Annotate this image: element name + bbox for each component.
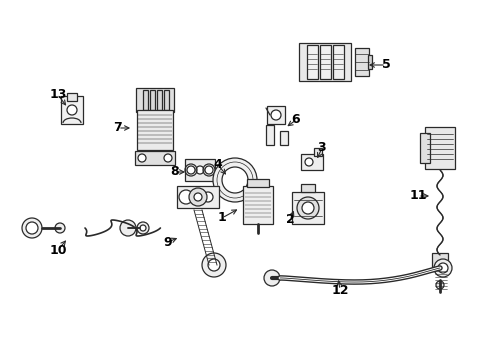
Bar xyxy=(137,110,173,150)
Circle shape xyxy=(67,105,77,115)
Text: 10: 10 xyxy=(49,243,67,256)
Bar xyxy=(136,88,174,112)
Bar xyxy=(67,93,77,101)
Bar xyxy=(142,90,147,110)
Text: 13: 13 xyxy=(49,89,66,102)
Circle shape xyxy=(222,167,247,193)
Bar xyxy=(246,179,268,187)
Circle shape xyxy=(433,259,451,277)
Circle shape xyxy=(435,281,443,289)
Bar xyxy=(184,159,215,181)
Bar xyxy=(156,90,161,110)
Circle shape xyxy=(207,259,220,271)
Circle shape xyxy=(204,166,213,174)
Text: 8: 8 xyxy=(170,166,179,179)
Text: 12: 12 xyxy=(330,284,348,297)
Text: 1: 1 xyxy=(217,211,226,225)
Circle shape xyxy=(22,218,42,238)
Bar xyxy=(419,133,429,163)
Bar xyxy=(332,45,343,79)
Text: 7: 7 xyxy=(113,121,122,135)
Bar xyxy=(431,253,447,271)
Circle shape xyxy=(270,110,281,120)
Bar xyxy=(319,45,330,79)
Bar xyxy=(265,125,273,145)
Bar xyxy=(177,186,219,208)
Bar xyxy=(301,184,314,192)
Circle shape xyxy=(296,197,318,219)
Bar xyxy=(266,106,285,124)
Bar xyxy=(243,186,272,224)
Bar xyxy=(367,55,371,69)
Bar xyxy=(163,90,168,110)
Circle shape xyxy=(137,222,149,234)
Circle shape xyxy=(138,154,146,162)
Bar xyxy=(280,131,287,145)
Circle shape xyxy=(179,190,193,204)
Text: 5: 5 xyxy=(381,58,389,72)
Circle shape xyxy=(189,188,206,206)
Bar xyxy=(354,48,368,76)
Text: 3: 3 xyxy=(317,141,325,154)
Bar xyxy=(291,192,324,224)
Circle shape xyxy=(264,270,280,286)
Circle shape xyxy=(140,225,146,231)
Circle shape xyxy=(203,192,213,202)
Bar xyxy=(306,45,317,79)
Circle shape xyxy=(437,263,447,273)
Circle shape xyxy=(55,223,65,233)
Circle shape xyxy=(305,158,312,166)
Text: 2: 2 xyxy=(285,213,294,226)
Bar xyxy=(135,151,175,165)
Circle shape xyxy=(163,154,172,162)
Bar xyxy=(301,154,323,170)
Bar xyxy=(298,43,350,81)
Circle shape xyxy=(186,166,195,174)
Circle shape xyxy=(213,158,257,202)
Bar xyxy=(149,90,154,110)
Text: 4: 4 xyxy=(213,158,222,171)
Circle shape xyxy=(194,193,202,201)
Text: 11: 11 xyxy=(408,189,426,202)
Bar xyxy=(313,148,321,156)
Text: 6: 6 xyxy=(291,113,300,126)
Circle shape xyxy=(26,222,38,234)
Circle shape xyxy=(302,202,313,214)
Bar xyxy=(424,127,454,169)
Circle shape xyxy=(120,220,136,236)
Circle shape xyxy=(202,253,225,277)
Circle shape xyxy=(196,166,203,174)
Text: 9: 9 xyxy=(163,235,172,248)
Bar xyxy=(61,96,83,124)
